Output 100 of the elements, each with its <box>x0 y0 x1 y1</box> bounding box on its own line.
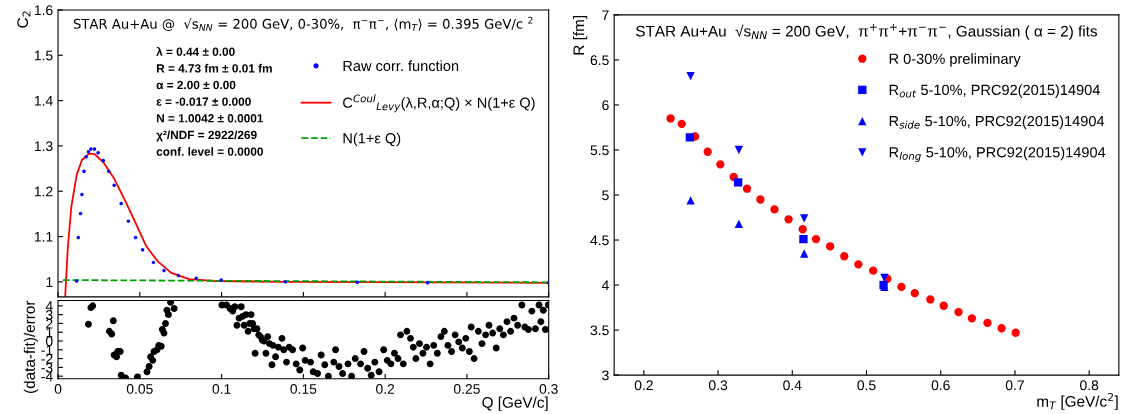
y-tick-label: 2 <box>46 318 53 329</box>
point <box>869 266 878 275</box>
y-axis-title: R [fm] <box>572 15 588 55</box>
x-tick-label: 0.4 <box>783 380 802 391</box>
point <box>825 242 835 251</box>
point <box>283 280 288 284</box>
y-tick-label: 3 <box>602 370 609 381</box>
y-tick-label: -3 <box>41 362 53 373</box>
y-tick-label: 5.5 <box>590 145 609 156</box>
point <box>140 247 145 252</box>
legend-label: R$_{long}$ 5-10%, PRC92(2015)14904 <box>889 146 1106 162</box>
annotation: α = 2.00 ± 0.00 <box>156 80 236 90</box>
point <box>74 279 79 283</box>
x-tick-label: 0.5 <box>857 380 876 391</box>
point <box>1011 328 1020 337</box>
point <box>82 169 86 174</box>
x-tick-label: 0.15 <box>290 384 317 394</box>
annotation: ε = -0.017 ± 0.000 <box>156 97 251 106</box>
point <box>76 235 81 240</box>
y-tick-label: 5 <box>602 190 609 201</box>
point <box>756 195 765 204</box>
point <box>854 260 863 269</box>
point <box>811 234 821 244</box>
x-tick-label: 0.05 <box>126 384 153 394</box>
point <box>840 252 849 261</box>
point <box>685 133 695 142</box>
y-tick-label: 3.5 <box>590 325 609 336</box>
point <box>897 282 906 292</box>
point <box>770 205 779 214</box>
legend-label: R 0-30% preliminary <box>889 53 1021 67</box>
point <box>355 280 360 285</box>
x-tick-label: 0.6 <box>931 380 950 391</box>
y-tick-label: 3 <box>45 309 53 320</box>
x-tick-label: 0.3 <box>539 384 558 394</box>
point <box>734 219 744 228</box>
legend-label: Raw corr. function <box>343 60 459 72</box>
y-tick-label: 6.5 <box>590 55 609 66</box>
y-tick-label: -1 <box>41 345 53 355</box>
legend-label: N(1+ε Q) <box>343 132 401 147</box>
point <box>176 273 181 278</box>
point <box>703 147 712 156</box>
point <box>84 155 88 159</box>
point <box>686 196 695 205</box>
y-tick-label: 0 <box>45 336 53 347</box>
y-tick-label: 1.3 <box>34 141 53 152</box>
annotation: λ = 0.44 ± 0.00 <box>156 46 235 56</box>
point <box>677 119 686 129</box>
y-tick-label: 1.2 <box>34 186 53 197</box>
point <box>78 211 83 216</box>
annotation: R = 4.73 fm ± 0.01 fm <box>156 63 272 73</box>
y-tick-label: 1.4 <box>34 96 53 106</box>
point <box>798 225 807 234</box>
point <box>686 71 695 81</box>
chart-title: STAR Au+Au √s$_{NN}$ = 200 GeV, π$^{+}$π$^{+}$+π$^{−}$π$^{−}$, Gaussian ( α = 2) fits <box>636 23 1098 40</box>
y-tick-label: 6 <box>602 100 609 111</box>
point <box>119 201 123 206</box>
chart-title: STAR Au+Au @ √s$_{NN}$ = 200 GeV, 0-30%, π$^{−}$π$^{−}$, ⟨m$_{T}$⟩ = 0.395 GeV/c $^{2}$ <box>73 16 533 31</box>
y-tick-label: 1.5 <box>34 50 53 61</box>
point <box>666 114 675 123</box>
point <box>80 192 84 197</box>
y-tick-label: 1.1 <box>34 232 53 242</box>
legend-label: R$_{out}$ 5-10%, PRC92(2015)14904 <box>889 84 1100 98</box>
point <box>733 178 743 187</box>
point <box>101 158 106 163</box>
point <box>800 249 809 258</box>
point <box>107 169 111 174</box>
y-axis-title: C$_{2}$ <box>17 11 31 28</box>
annotation: χ²/NDF = 2922/269 <box>156 130 257 142</box>
point <box>910 288 919 298</box>
y-tick-label: 4.5 <box>590 235 609 246</box>
x-tick-label: 0.1 <box>212 384 231 394</box>
point <box>939 301 948 310</box>
x-axis-title: Q [GeV/c] <box>482 396 548 411</box>
point <box>96 150 100 155</box>
y-tick-label: 7 <box>602 10 609 20</box>
point <box>954 307 963 317</box>
legend-label: C$^{Coul}$$_{Levy}$(λ,R,α;Q) × N(1+ε Q) <box>343 94 535 113</box>
point <box>926 295 935 304</box>
x-tick-label: 0.7 <box>1005 380 1024 391</box>
point <box>734 145 744 155</box>
y-tick-label: 1 <box>46 277 53 287</box>
point <box>742 184 752 193</box>
point <box>89 147 93 151</box>
x-tick-label: 0.25 <box>453 384 480 394</box>
point <box>151 260 156 265</box>
point <box>133 235 138 240</box>
y-axis-title: (data-fit)/error <box>23 300 39 393</box>
x-tick-label: 0.8 <box>1080 380 1099 391</box>
legend-label: R$_{side}$ 5-10%, PRC92(2015)14904 <box>889 115 1105 130</box>
point <box>967 314 977 323</box>
x-tick-label: 0.3 <box>708 380 728 391</box>
point <box>219 278 223 282</box>
y-tick-label: 1.6 <box>34 5 53 16</box>
point <box>716 160 725 169</box>
point <box>800 214 809 223</box>
point <box>983 318 992 328</box>
y-tick-label: 1 <box>46 327 53 338</box>
y-tick-label: -2 <box>41 353 53 364</box>
point <box>86 150 91 154</box>
point <box>997 324 1006 333</box>
